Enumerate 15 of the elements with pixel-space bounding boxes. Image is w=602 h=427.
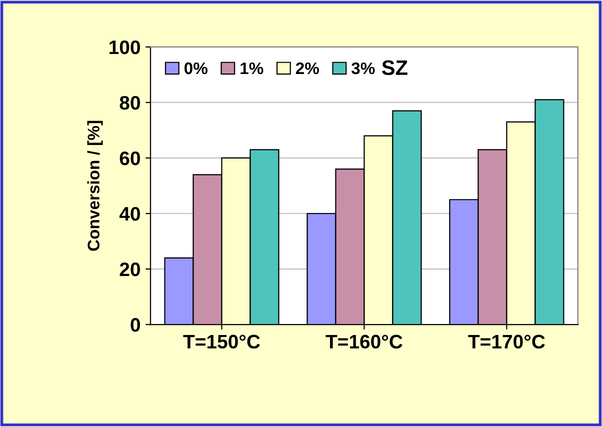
y-tick-label: 80 (120, 96, 140, 110)
legend-label: 1% (240, 62, 264, 74)
legend-label: 0% (184, 62, 208, 74)
y-axis-title: Conversion / [%] (87, 120, 103, 251)
y-tick-label: 60 (120, 151, 140, 166)
y-tick-label: 20 (120, 262, 140, 276)
y-tick-label: 100 (110, 40, 140, 54)
legend-label: 2% (296, 62, 319, 74)
y-tick-label: 40 (119, 206, 140, 221)
y-tick-label: 0 (130, 318, 140, 332)
legend-label: 3% (351, 62, 375, 74)
annotation: SZ (382, 60, 408, 76)
x-tick-label: T=170°C (468, 334, 545, 349)
x-tick-label: T=150°C (183, 334, 260, 349)
x-tick-label: T=160°C (326, 334, 402, 349)
